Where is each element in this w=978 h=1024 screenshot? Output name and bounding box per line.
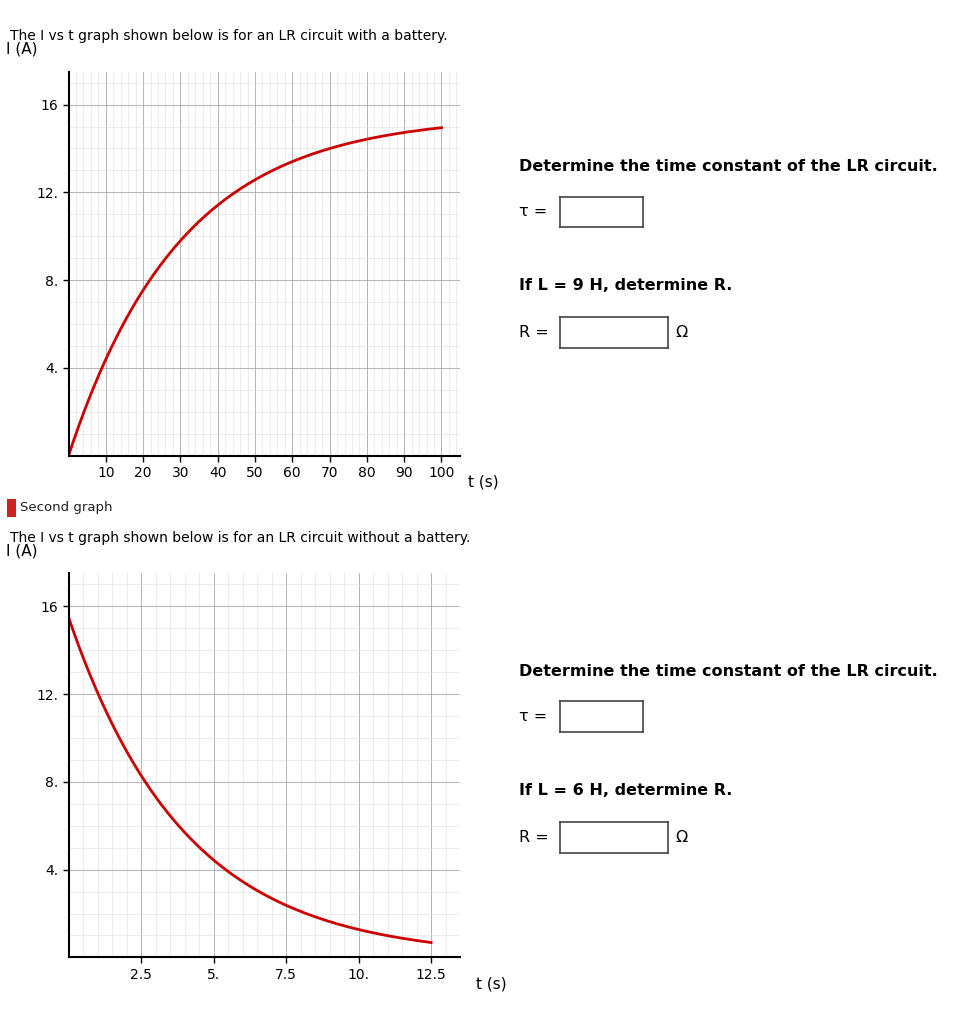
Text: Determine the time constant of the LR circuit.: Determine the time constant of the LR ci… <box>518 664 937 679</box>
Bar <box>7 500 16 516</box>
Text: Determine the time constant of the LR circuit.: Determine the time constant of the LR ci… <box>518 159 937 174</box>
X-axis label: t (s): t (s) <box>475 977 507 991</box>
Text: τ =: τ = <box>518 205 547 219</box>
Text: Ω: Ω <box>675 830 688 845</box>
X-axis label: t (s): t (s) <box>467 475 499 489</box>
Text: If L = 6 H, determine R.: If L = 6 H, determine R. <box>518 783 732 798</box>
Y-axis label: I (A): I (A) <box>6 41 37 56</box>
Text: τ =: τ = <box>518 710 547 724</box>
Text: R =: R = <box>518 830 548 845</box>
Text: Second graph: Second graph <box>20 502 111 514</box>
Y-axis label: I (A): I (A) <box>6 543 37 558</box>
Text: Ω: Ω <box>675 326 688 340</box>
Text: The I vs t graph shown below is for an LR circuit with a battery.: The I vs t graph shown below is for an L… <box>10 29 447 43</box>
Text: The I vs t graph shown below is for an LR circuit without a battery.: The I vs t graph shown below is for an L… <box>10 530 469 545</box>
Text: R =: R = <box>518 326 548 340</box>
Text: If L = 9 H, determine R.: If L = 9 H, determine R. <box>518 279 732 293</box>
